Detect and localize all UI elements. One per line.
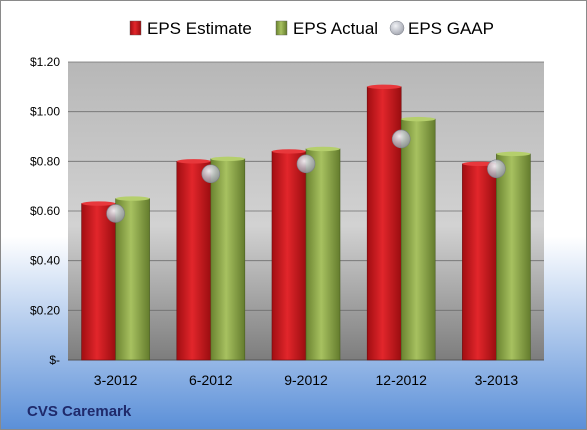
y-tick-label: $0.20 [30,303,60,317]
legend-swatch [129,20,142,36]
bar-eps-actual [210,158,246,361]
x-tick-label: 9-2012 [284,372,328,388]
bar-eps-actual-cap [401,116,436,122]
x-tick-label: 6-2012 [189,372,233,388]
y-tick-label: $0.60 [30,204,60,218]
bar-eps-estimate-cap [176,159,211,164]
bar-eps-estimate-cap [272,149,306,154]
gaap-points [106,129,506,223]
bar-eps-actual [115,198,150,361]
point-eps-gaap [296,154,316,174]
point-eps-gaap [391,129,411,149]
y-tick-label: $- [49,353,60,367]
bar-eps-actual [400,118,436,361]
bar-eps-estimate [462,163,497,361]
legend-label: EPS Actual [293,19,378,38]
bar-eps-actual-cap [210,156,245,162]
bar-eps-estimate-cap [81,201,116,206]
y-tick-label: $0.40 [30,254,60,268]
legend: EPS Estimate EPS Actual EPS GAAP [129,19,494,38]
legend-label: EPS Estimate [147,19,252,38]
bar-eps-estimate-cap [462,161,497,167]
bar-eps-estimate [366,86,402,361]
legend-swatch [275,20,288,36]
y-tick-label: $1.00 [30,105,60,119]
bar-eps-estimate-cap [367,84,402,90]
bar-eps-actual [496,153,531,361]
y-tick-label: $1.20 [30,55,60,69]
x-tick-label: 3-2013 [475,372,519,388]
legend-label: EPS GAAP [408,19,494,38]
bar-eps-actual-cap [306,146,340,152]
bar-eps-actual-cap [115,196,150,201]
bar-eps-estimate [271,151,307,361]
bar-eps-estimate [176,161,212,361]
footer-label: CVS Caremark [27,403,132,420]
x-tick-label: 12-2012 [376,372,428,388]
point-eps-gaap [487,159,506,179]
bar-eps-estimate [81,203,116,361]
y-tick-label: $0.80 [30,154,60,168]
bar-eps-actual [305,148,341,361]
x-axis-ticks: 3-2012 6-2012 9-2012 12-2012 3-2013 [94,372,519,388]
bar-eps-actual-cap [496,151,531,157]
y-axis-ticks: $- $0.20 $0.40 $0.60 $0.80 $1.00 $1.20 [30,55,60,367]
point-eps-gaap [106,204,125,223]
x-tick-label: 3-2012 [94,372,138,388]
legend-swatch [389,20,405,36]
point-eps-gaap [201,164,221,184]
bars [81,84,531,361]
